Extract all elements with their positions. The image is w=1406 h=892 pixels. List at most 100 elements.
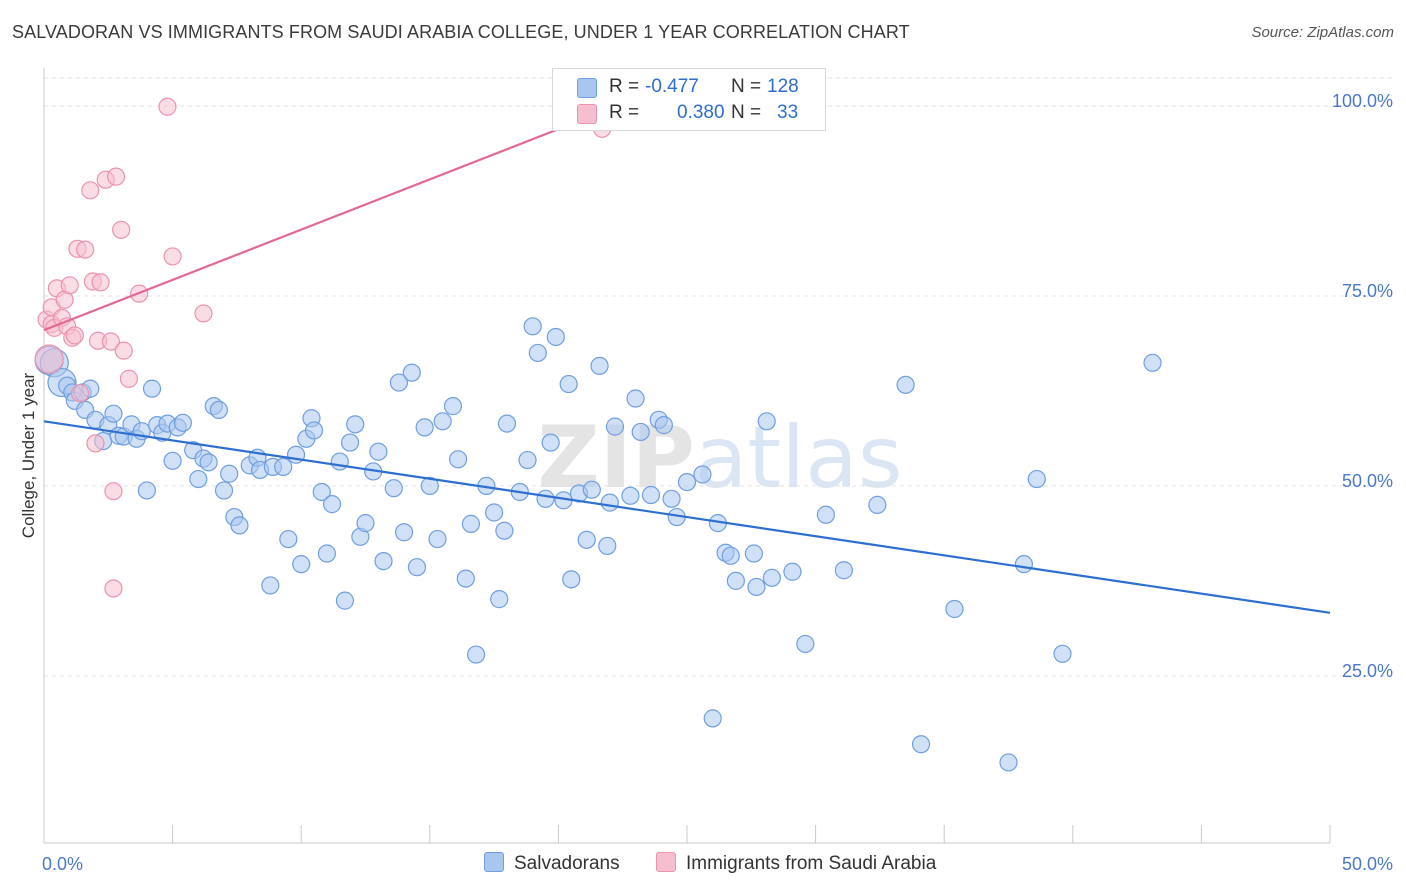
salvadoran-point [312,482,331,502]
saudi-point [86,434,105,453]
series-saudi [34,97,612,598]
y-tick-label-0: 25.0% [1342,661,1393,681]
salvadoran-point [214,481,234,500]
legend-n-value-salvadorans: 128 [767,76,799,97]
salvadoran-point [677,472,697,492]
y-tick-label-1: 50.0% [1342,471,1393,491]
salvadoran-point [726,571,745,590]
salvadoran-point [577,530,596,549]
salvadoran-point [466,645,486,664]
salvadoran-point [721,546,740,565]
legend-n-label: N = [731,76,762,97]
salvadoran-point [356,514,375,533]
saudi-trend-line [43,104,618,332]
salvadoran-point [528,343,547,363]
salvadoran-point [230,516,249,535]
salvadoran-point [456,569,475,588]
salvadoran-point [407,558,427,577]
salvadoran-point [518,450,537,470]
salvadoran-point [598,536,617,556]
salvadoran-point [621,486,640,505]
legend-n-value-saudi: 33 [777,102,799,123]
saudi-point [91,273,110,292]
salvadoran-point [374,552,393,571]
salvadoran-point [536,489,555,508]
series-legend-saudi[interactable]: Immigrants from Saudi Arabia [656,852,936,875]
legend-swatch-blue [577,78,597,98]
salvadoran-point [582,480,601,499]
salvadoran-point [142,379,162,398]
salvadoran-point [816,505,835,524]
saudi-point [112,220,131,239]
salvadoran-point [654,416,673,435]
saudi-point [104,579,123,598]
salvadoran-point [600,493,619,512]
y-tick-label-2: 75.0% [1342,281,1393,301]
salvadoran-point [322,495,342,514]
salvadoran-point [605,417,625,436]
salvadoran-point [279,529,298,549]
saudi-point [194,304,213,323]
salvadoran-point [693,465,712,484]
salvadoran-point [340,433,360,452]
x-tick-label-1: 50.0% [1342,854,1393,874]
salvadoran-point [420,476,439,495]
salvadoran-point [461,514,481,533]
salvadoran-point [911,735,931,754]
legend-r-value-salvadorans: -0.477 [645,76,699,97]
chart-title: SALVADORAN VS IMMIGRANTS FROM SAUDI ARAB… [12,22,910,42]
x-tick-label-0: 0.0% [42,854,83,874]
salvadoran-point [762,568,781,587]
salvadoran-point [783,562,802,581]
salvadoran-point [562,570,581,589]
salvadoran-point [428,529,447,549]
saudi-point [70,384,90,403]
series-legend-salvadorans[interactable]: Salvadorans [484,852,620,875]
y-axis-label: College, Under 1 year [19,372,38,538]
correlation-legend: R = -0.477 N = 128 R = 0.380 N = 33 [552,68,826,131]
watermark-atlas: atlas [695,408,903,508]
salvadoran-point [433,412,452,431]
saudi-point [101,332,120,351]
salvadoran-point [173,413,192,432]
salvadoran-trend-line [43,420,1331,614]
salvadoran-point [896,375,915,394]
salvadoran-point [590,356,609,375]
source-credit: Source: ZipAtlas.com [1251,24,1394,41]
salvadoran-point [662,489,681,508]
salvadoran-point [163,451,182,470]
salvadoran-point [443,397,463,416]
saudi-point [163,247,182,266]
salvadoran-point [335,591,355,610]
saudi-point [60,276,79,295]
series-salvadoran [34,317,1162,772]
salvadoran-point [292,555,311,574]
salvadoran-point [1014,555,1034,574]
salvadoran-point [1053,644,1072,663]
salvadoran-point [369,442,388,461]
salvadoran-point [199,453,218,472]
salvadoran-point [448,450,468,469]
saudi-point [76,240,95,259]
salvadoran-point [868,495,887,514]
salvadoran-point [389,373,409,392]
salvadoran-point [626,389,645,408]
salvadoran-point [189,469,208,489]
series-label-saudi: Immigrants from Saudi Arabia [686,853,937,874]
salvadoran-point [1027,469,1046,489]
salvadoran-point [317,544,337,563]
series-legend: Salvadorans Immigrants from Saudi Arabia [0,852,1406,878]
salvadoran-point [999,753,1018,772]
salvadoran-point [330,452,349,471]
salvadoran-point [796,634,815,654]
salvadoran-point [415,418,434,437]
salvadoran-point [641,485,661,505]
legend-r-label: R = [609,76,640,97]
legend-swatch-pink [577,104,597,124]
salvadoran-point [757,412,776,431]
series-swatch-blue [484,852,504,872]
saudi-point [158,97,177,116]
series-swatch-pink [656,852,676,872]
salvadoran-point [747,577,766,597]
